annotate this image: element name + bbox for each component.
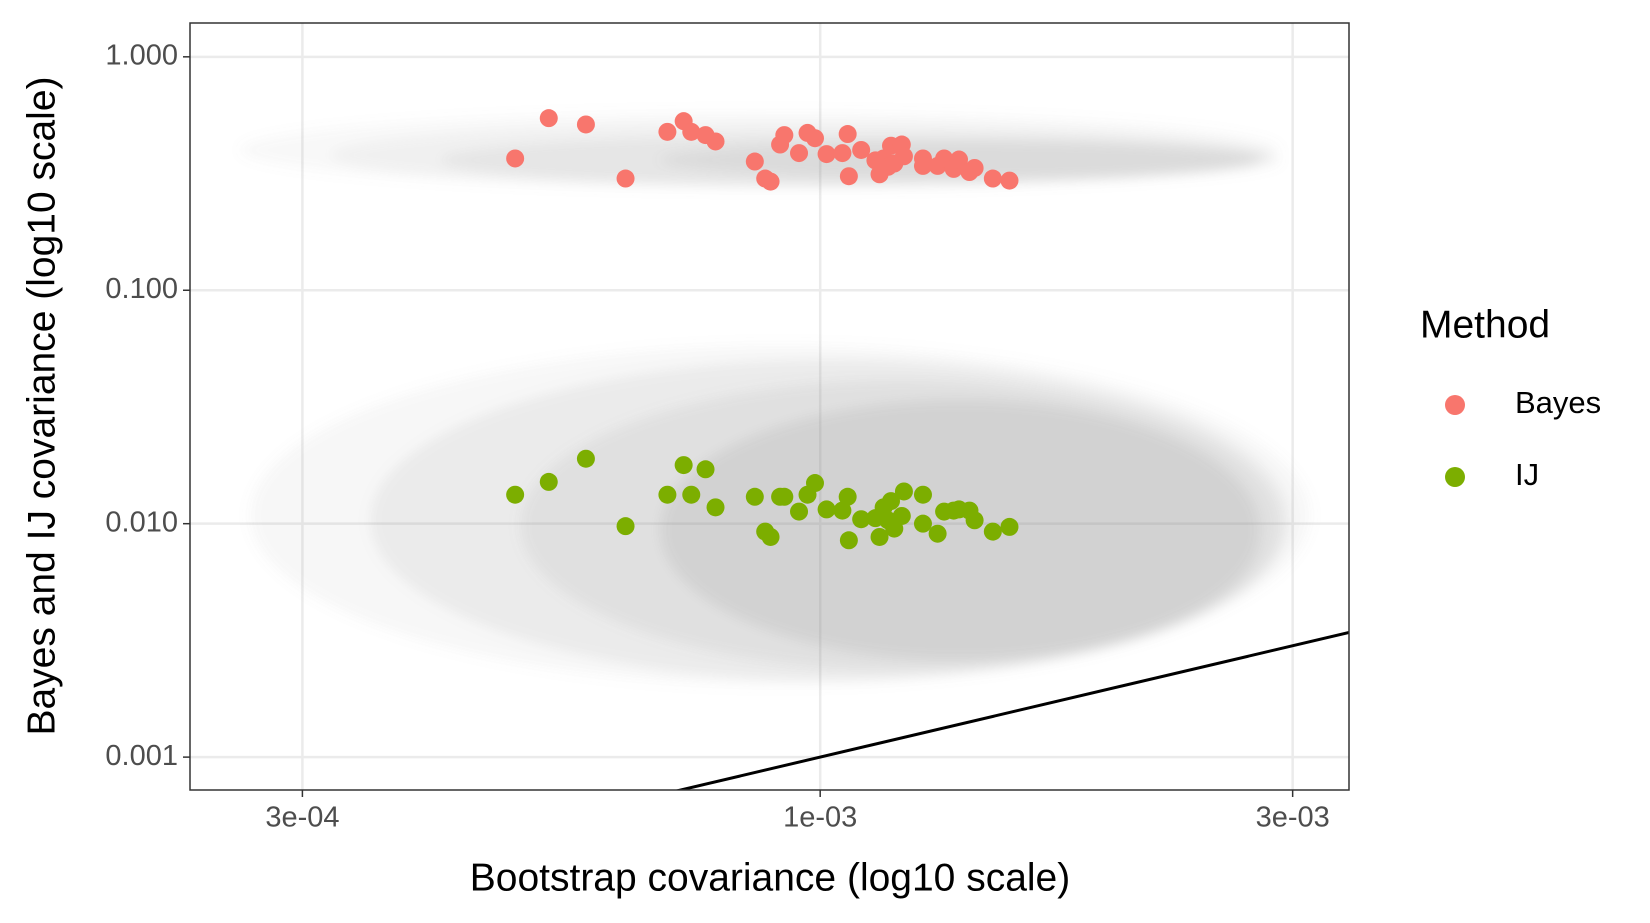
- point: [833, 501, 852, 520]
- point: [817, 145, 836, 164]
- y-tick-label: 0.100: [105, 273, 178, 305]
- identity-line-layer: [674, 630, 1349, 790]
- point: [775, 126, 794, 145]
- plot-border: [189, 22, 1350, 791]
- point: [790, 502, 809, 521]
- y-axis-title: Bayes and IJ covariance (log10 scale): [20, 76, 63, 735]
- point: [1000, 517, 1019, 536]
- point: [817, 500, 836, 519]
- point: [881, 492, 900, 511]
- point: [576, 115, 595, 134]
- point: [838, 125, 857, 144]
- point: [1000, 171, 1019, 190]
- ellipse: [660, 400, 1260, 660]
- point: [839, 531, 858, 550]
- point: [928, 524, 947, 543]
- point: [696, 460, 715, 479]
- point: [682, 122, 701, 141]
- y-tick-label: 0.010: [105, 506, 178, 538]
- point: [838, 487, 857, 506]
- point: [539, 472, 558, 491]
- legend: Bayes IJ: [1445, 385, 1601, 492]
- point: [761, 172, 780, 191]
- point: [983, 522, 1002, 541]
- point: [833, 144, 852, 163]
- point: [539, 109, 558, 128]
- point: [616, 517, 635, 536]
- legend-label: Bayes: [1515, 385, 1601, 420]
- point: [761, 527, 780, 546]
- point: [706, 132, 725, 151]
- point: [894, 147, 913, 166]
- point: [576, 449, 595, 468]
- point: [790, 144, 809, 163]
- point: [775, 487, 794, 506]
- point: [892, 506, 911, 525]
- points: [506, 109, 1019, 550]
- legend-key: [1445, 467, 1465, 487]
- y-tick-label: 0.001: [105, 740, 178, 772]
- point: [506, 149, 525, 168]
- x-tick-label: 1e-03: [783, 802, 857, 834]
- point: [706, 498, 725, 517]
- point: [658, 122, 677, 141]
- legend-key: [1445, 395, 1465, 415]
- point: [852, 140, 871, 159]
- point: [913, 485, 932, 504]
- point: [745, 152, 764, 171]
- point: [983, 169, 1002, 188]
- point: [805, 129, 824, 148]
- point: [839, 167, 858, 186]
- x-axis-title: Bootstrap covariance (log10 scale): [470, 856, 1070, 899]
- identity-line: [674, 630, 1349, 790]
- point: [913, 156, 932, 175]
- legend-title: Method: [1420, 303, 1550, 346]
- y-tick-label: 1.000: [105, 39, 178, 71]
- x-tick-label: 3e-04: [265, 802, 339, 834]
- point: [658, 485, 677, 504]
- point: [682, 485, 701, 504]
- legend-label: IJ: [1515, 457, 1539, 492]
- point: [913, 514, 932, 533]
- x-tick-label: 3e-03: [1256, 802, 1330, 834]
- point: [506, 485, 525, 504]
- point: [894, 482, 913, 501]
- point: [616, 169, 635, 188]
- point: [950, 150, 969, 169]
- point: [852, 510, 871, 529]
- point: [965, 158, 984, 177]
- point: [745, 487, 764, 506]
- point: [870, 527, 889, 546]
- point: [805, 474, 824, 493]
- point: [965, 511, 984, 530]
- point: [674, 456, 693, 475]
